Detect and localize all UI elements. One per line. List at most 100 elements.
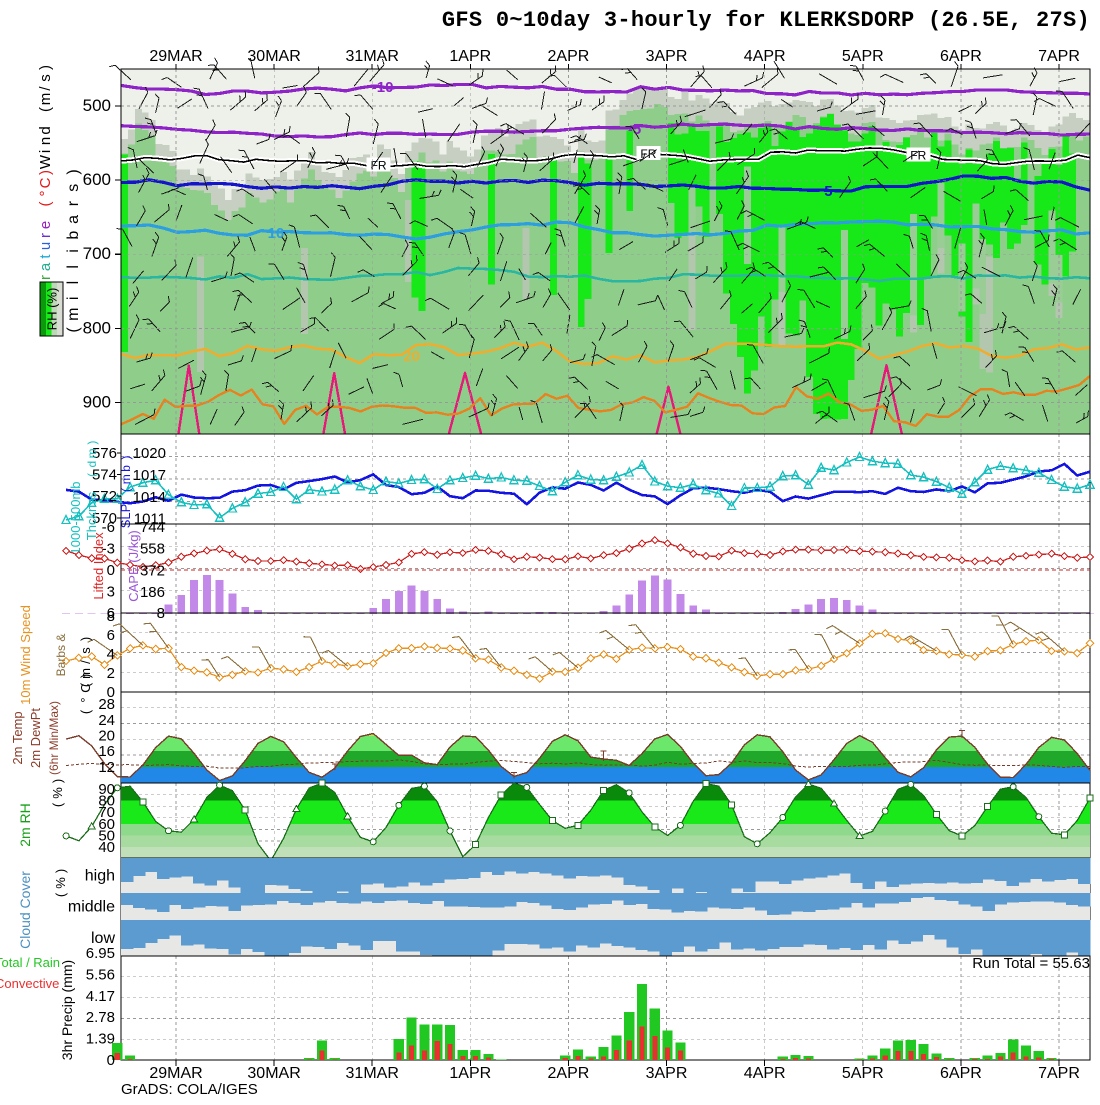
svg-text:31MAR: 31MAR [346, 1065, 399, 1082]
svg-text:): ) [37, 170, 54, 175]
svg-text:CAPE (J/kg): CAPE (J/kg) [126, 530, 141, 602]
svg-text:s: s [65, 184, 82, 192]
svg-text:(: ( [37, 202, 54, 207]
svg-text:): ) [85, 441, 99, 445]
svg-text:r: r [37, 275, 54, 280]
svg-text:1000-500mb: 1000-500mb [68, 482, 83, 555]
svg-text:(: ( [50, 802, 65, 807]
svg-text:): ) [65, 169, 82, 174]
svg-text:1014: 1014 [133, 489, 166, 506]
svg-text:7APR: 7APR [1038, 48, 1080, 65]
svg-text:500: 500 [83, 96, 111, 115]
svg-text:4APR: 4APR [744, 48, 786, 65]
svg-text:28: 28 [98, 696, 115, 713]
svg-text:558: 558 [140, 541, 165, 558]
svg-text:10m Wind Speed: 10m Wind Speed [18, 605, 33, 705]
svg-text:3APR: 3APR [646, 48, 688, 65]
svg-text:10: 10 [268, 225, 285, 242]
svg-text:Lifted Index: Lifted Index [91, 532, 106, 600]
svg-text:r: r [65, 200, 82, 206]
svg-text:29MAR: 29MAR [149, 1065, 202, 1082]
svg-text:d: d [37, 126, 54, 134]
svg-text:3hr Precip (mm): 3hr Precip (mm) [59, 960, 75, 1060]
svg-text:90: 90 [98, 781, 115, 798]
svg-text:high: high [85, 868, 115, 885]
svg-text:6APR: 6APR [940, 48, 982, 65]
svg-text:5APR: 5APR [842, 1065, 884, 1082]
svg-text:2.78: 2.78 [86, 1009, 115, 1026]
svg-text:): ) [78, 674, 93, 678]
svg-text:(: ( [85, 473, 99, 477]
svg-text:(: ( [37, 107, 54, 112]
svg-text:l: l [65, 265, 82, 269]
svg-text:12: 12 [98, 759, 115, 776]
svg-text:(: ( [78, 709, 93, 714]
svg-text:C: C [78, 683, 93, 692]
svg-text:5.56: 5.56 [86, 966, 115, 983]
svg-text:0: 0 [107, 1052, 115, 1069]
svg-text:30MAR: 30MAR [247, 48, 300, 65]
svg-text:4.17: 4.17 [86, 988, 115, 1005]
svg-text:29MAR: 29MAR [149, 48, 202, 65]
svg-text:Barbs &: Barbs & [54, 634, 68, 677]
svg-text:1017: 1017 [133, 467, 166, 484]
svg-text:): ) [53, 869, 68, 873]
svg-text:W: W [37, 154, 54, 169]
svg-text:2APR: 2APR [548, 1065, 590, 1082]
svg-text:1020: 1020 [133, 445, 166, 462]
svg-text:8: 8 [107, 608, 115, 625]
svg-text:24: 24 [98, 712, 115, 729]
svg-text:i: i [65, 297, 82, 301]
svg-text:372: 372 [140, 563, 165, 580]
svg-text:): ) [78, 637, 93, 641]
svg-text:(: ( [65, 327, 82, 333]
svg-text:RH (%): RH (%) [45, 288, 60, 331]
svg-text:s: s [37, 74, 54, 82]
svg-text:1APR: 1APR [449, 1065, 491, 1082]
svg-text:): ) [50, 779, 65, 783]
svg-text:m: m [65, 308, 82, 321]
svg-text:(6hr Min/Max): (6hr Min/Max) [47, 701, 61, 775]
svg-text:): ) [119, 456, 133, 460]
svg-text:5APR: 5APR [842, 48, 884, 65]
svg-text:s: s [78, 647, 93, 654]
svg-text:d: d [85, 461, 99, 468]
svg-text:700: 700 [83, 244, 111, 263]
svg-text:C: C [37, 177, 54, 188]
svg-text:Convective: Convective [0, 976, 59, 991]
svg-text:4APR: 4APR [744, 1065, 786, 1082]
svg-text:-10: -10 [372, 79, 394, 96]
svg-text:°: ° [37, 191, 54, 197]
svg-text:1.39: 1.39 [86, 1031, 115, 1048]
svg-text:2m RH: 2m RH [17, 803, 33, 847]
svg-text:°: ° [78, 697, 93, 702]
svg-text:20: 20 [403, 348, 420, 365]
svg-text:m: m [37, 93, 54, 106]
svg-text:16: 16 [98, 743, 115, 760]
svg-text:2APR: 2APR [548, 48, 590, 65]
svg-text:2: 2 [107, 665, 115, 682]
svg-text:Total / Rain: Total / Rain [0, 955, 60, 970]
svg-text:%: % [50, 787, 65, 799]
svg-text:%: % [53, 877, 68, 889]
svg-text:-5: -5 [628, 121, 641, 138]
svg-text:): ) [37, 65, 54, 70]
svg-text:186: 186 [140, 584, 165, 601]
svg-text:a: a [65, 215, 82, 224]
svg-text:(: ( [53, 892, 68, 897]
svg-text:20: 20 [98, 728, 115, 745]
svg-text:2m DewPt: 2m DewPt [28, 708, 43, 768]
svg-text:2m Temp: 2m Temp [10, 711, 25, 764]
svg-text:a: a [37, 262, 54, 271]
svg-text:i: i [65, 249, 82, 253]
svg-text:3: 3 [107, 584, 115, 601]
svg-text:e: e [37, 221, 54, 229]
svg-text:GrADS: COLA/IGES: GrADS: COLA/IGES [121, 1081, 258, 1098]
svg-text:GFS 0~10day 3-hourly for KLERK: GFS 0~10day 3-hourly for KLERKSDORP (26.… [442, 8, 1090, 33]
svg-text:6APR: 6APR [940, 1065, 982, 1082]
svg-text:b: b [119, 465, 133, 472]
svg-text:30MAR: 30MAR [247, 1065, 300, 1082]
svg-text:900: 900 [83, 393, 111, 412]
svg-text:middle: middle [68, 899, 115, 916]
svg-text:600: 600 [83, 170, 111, 189]
